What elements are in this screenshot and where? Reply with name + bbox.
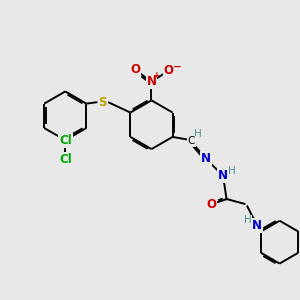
Text: H: H bbox=[194, 129, 201, 139]
Text: O: O bbox=[206, 198, 216, 211]
Text: Cl: Cl bbox=[59, 134, 72, 147]
Text: Cl: Cl bbox=[59, 153, 72, 166]
Text: N: N bbox=[218, 169, 228, 182]
Text: C: C bbox=[187, 136, 195, 146]
Text: O: O bbox=[164, 64, 174, 77]
Text: H: H bbox=[228, 166, 235, 176]
Text: N: N bbox=[201, 152, 211, 165]
Text: O: O bbox=[130, 63, 140, 76]
Text: −: − bbox=[173, 62, 182, 72]
Text: S: S bbox=[98, 96, 107, 109]
Text: H: H bbox=[244, 215, 252, 225]
Text: N: N bbox=[252, 219, 262, 232]
Text: +: + bbox=[153, 71, 160, 80]
Text: N: N bbox=[146, 75, 157, 88]
